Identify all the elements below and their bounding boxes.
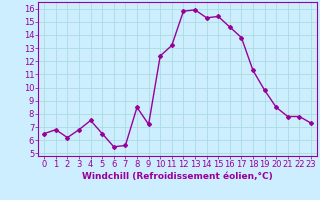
X-axis label: Windchill (Refroidissement éolien,°C): Windchill (Refroidissement éolien,°C) xyxy=(82,172,273,181)
